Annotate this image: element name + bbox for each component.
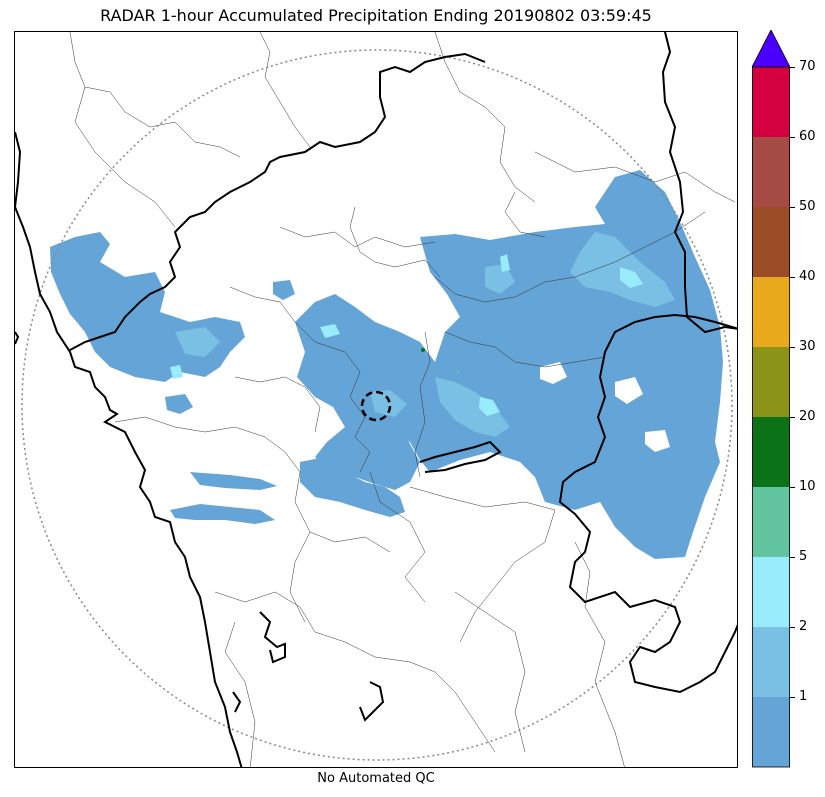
precip-cyan-4 [500,254,510,272]
colorbar [752,30,790,768]
colorbar-segment [752,347,790,417]
enclave-border [359,681,385,722]
precip-light-2 [435,377,510,437]
radar-map[interactable] [14,31,738,768]
colorbar-tick-label: 50 [799,199,816,214]
precip-area-southwest [170,504,275,524]
colorbar-segment [752,487,790,557]
colorbar-tick-label: 20 [799,409,816,424]
precip-light-5 [485,264,515,294]
colorbar-tick-mark [790,557,795,558]
colorbar-segment [752,137,790,207]
colorbar-tick-mark [790,137,795,138]
colorbar-tick-mark [790,417,795,418]
precip-area-small-1 [190,472,277,490]
precip-cyan-2 [479,397,500,416]
enclave-border [259,611,286,664]
precip-area-small-2 [165,394,193,414]
precip-light-4 [370,390,407,417]
district-boundaries [69,32,736,767]
coastline [15,131,243,767]
colorbar-segment [752,557,790,627]
colorbar-tick-label: 30 [799,339,816,354]
precip-gap [645,430,670,452]
precip-cyan-1 [620,267,643,288]
colorbar-tick-label: 70 [799,59,816,74]
precip-area-central [295,294,435,490]
colorbar-tick-mark [790,67,795,68]
state-border-northeast [661,32,737,334]
colorbar-tick-label: 5 [799,549,808,564]
colorbar-frame [752,66,790,768]
precip-gap [540,362,567,384]
precip-green-dot [421,348,425,352]
colorbar-tick-mark [790,697,795,698]
radar-site-marker [360,390,392,422]
colorbar-tick-label: 10 [799,479,816,494]
precip-cyan-5 [170,365,183,379]
map-canvas [15,32,737,767]
colorbar-tick-mark [790,627,795,628]
precip-area-west [50,232,245,382]
chart-title: RADAR 1-hour Accumulated Precipitation E… [100,6,652,25]
state-border-north [69,52,486,351]
precip-cyan-3 [320,324,340,338]
colorbar-canvas [752,30,790,768]
colorbar-tick-mark [790,207,795,208]
precip-light-3 [175,327,220,357]
colorbar-segment [752,67,790,137]
colorbar-tick-mark [790,347,795,348]
colorbar-segment [752,417,790,487]
range-ring [21,49,733,761]
precip-green-dot [456,370,460,374]
colorbar-segment [752,277,790,347]
colorbar-extend-arrow [752,30,790,68]
colorbar-tick-label: 2 [799,619,808,634]
colorbar-tick-mark [790,487,795,488]
colorbar-segment [752,697,790,767]
colorbar-tick-label: 60 [799,129,816,144]
precip-area-small-3 [273,280,295,300]
precipitation-layer [50,170,723,559]
colorbar-tick-label: 40 [799,269,816,284]
state-border-central [419,440,502,473]
enclave-border [15,331,20,345]
enclave-border [232,691,242,713]
precip-gap [615,377,643,404]
colorbar-tick-label: 1 [799,689,808,704]
precip-area-southcentral [300,457,405,517]
state-boundaries [15,32,737,767]
colorbar-segment [752,627,790,697]
state-border-east [558,313,737,694]
qc-caption: No Automated QC [317,771,435,786]
colorbar-tick-mark [790,277,795,278]
colorbar-segment [752,207,790,277]
